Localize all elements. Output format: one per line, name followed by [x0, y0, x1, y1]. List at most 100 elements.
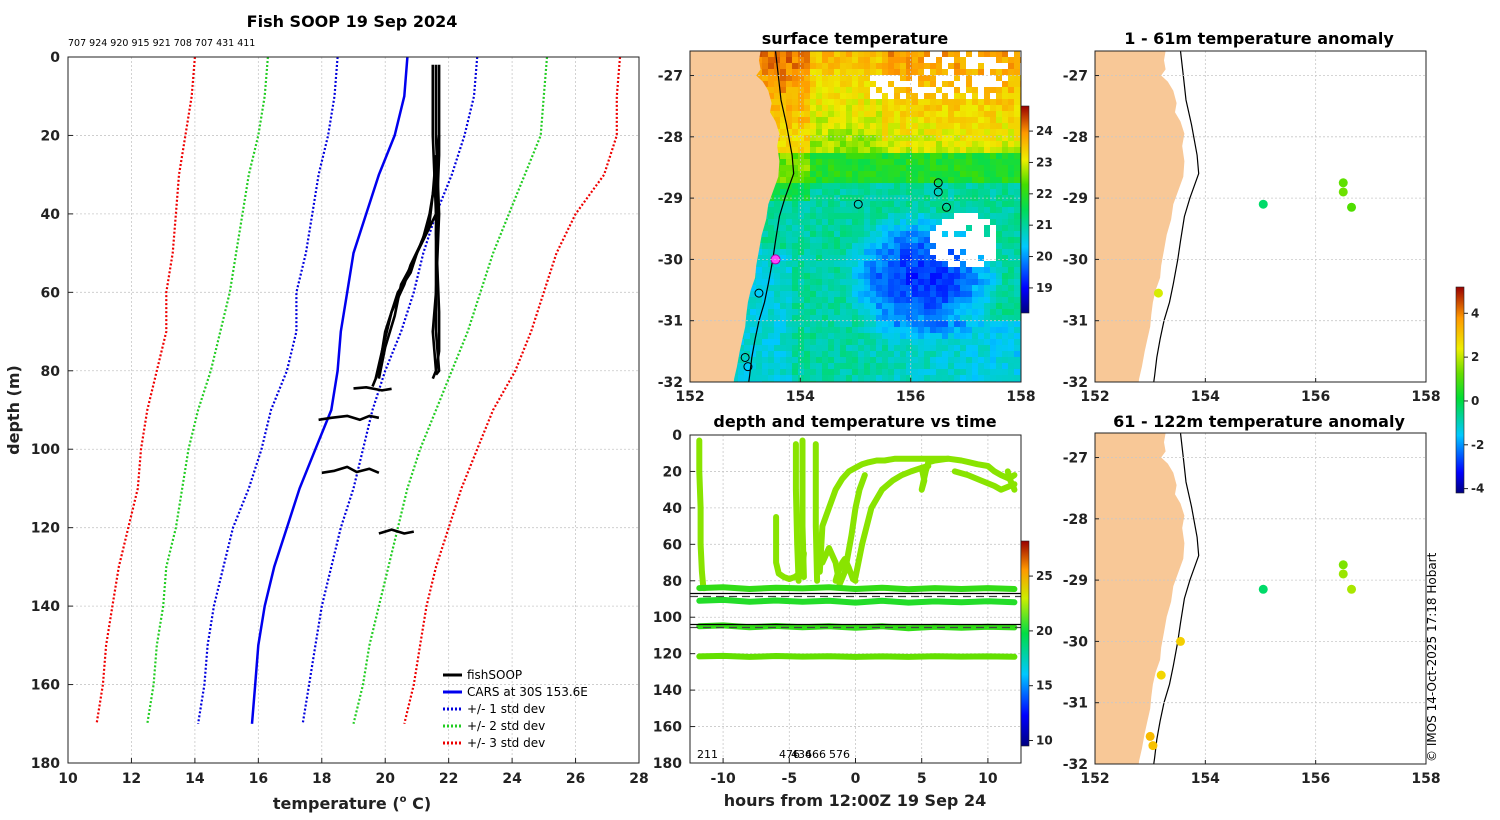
sst-pixel: [894, 75, 901, 82]
sst-pixel: [1002, 297, 1009, 304]
sst-pixel: [870, 195, 877, 202]
sst-pixel: [930, 321, 937, 328]
sst-pixel: [882, 243, 889, 250]
sst-pixel: [846, 177, 853, 184]
sst-pixel: [996, 153, 1003, 160]
sst-pixel: [1008, 105, 1015, 112]
sst-pixel: [1014, 111, 1021, 118]
profile-line--2-std: [352, 56, 549, 725]
sst-pixel: [864, 357, 871, 364]
sst-pixel: [1008, 345, 1015, 352]
sst-pixel: [1002, 315, 1009, 322]
sst-pixel: [918, 141, 925, 148]
sst-pixel: [768, 93, 775, 100]
sst-pixel: [1008, 189, 1015, 196]
sst-pixel: [846, 75, 853, 82]
sst-pixel: [756, 273, 763, 280]
sst-pixel: [810, 135, 817, 142]
sst-pixel: [822, 369, 829, 376]
sst-pixel: [816, 141, 823, 148]
sst-pixel: [774, 105, 781, 112]
sst-pixel: [948, 225, 955, 232]
sst-pixel: [828, 279, 835, 286]
sst-pixel: [894, 261, 901, 268]
sst-pixel: [846, 129, 853, 136]
sst-pixel: [978, 261, 985, 268]
sst-pixel: [822, 135, 829, 142]
sst-pixel: [996, 57, 1003, 64]
sst-pixel: [846, 231, 853, 238]
sst-pixel: [972, 345, 979, 352]
sst-pixel: [804, 225, 811, 232]
sst-pixel: [828, 261, 835, 268]
sst-pixel: [900, 231, 907, 238]
sst-pixel: [816, 273, 823, 280]
sst-pixel: [1014, 279, 1021, 286]
profile-xtick-label: 16: [249, 771, 268, 787]
sst-pixel: [780, 327, 787, 334]
sst-pixel: [864, 153, 871, 160]
sst-pixel: [852, 165, 859, 172]
sst-pixel: [876, 165, 883, 172]
sst-pixel: [786, 345, 793, 352]
sst-pixel: [918, 63, 925, 70]
sst-pixel: [810, 327, 817, 334]
sst-pixel: [996, 177, 1003, 184]
profile-xtick-label: 14: [185, 771, 205, 787]
sst-pixel: [930, 225, 937, 232]
anomaly-colorbar-label: 2: [1471, 350, 1479, 364]
sst-pixel: [954, 183, 961, 190]
sst-pixel: [888, 165, 895, 172]
sst-pixel: [780, 351, 787, 358]
sst-pixel: [918, 285, 925, 292]
anomaly-deep-ytick-label: -27: [1063, 451, 1088, 467]
sst-pixel: [990, 309, 997, 316]
profile-id-labels: 707 924 920 915 921 708 707 431 411: [68, 38, 255, 49]
sst-pixel: [834, 315, 841, 322]
sst-pixel: [972, 141, 979, 148]
sst-pixel: [918, 237, 925, 244]
sst-pixel: [840, 147, 847, 154]
sst-pixel: [918, 321, 925, 328]
sst-pixel: [834, 207, 841, 214]
sst-pixel: [894, 369, 901, 376]
sst-pixel: [882, 201, 889, 208]
sst-pixel: [978, 117, 985, 124]
sst-pixel: [804, 309, 811, 316]
sst-pixel: [1008, 273, 1015, 280]
sst-pixel: [972, 309, 979, 316]
sst-pixel: [888, 135, 895, 142]
time-depth-track: [812, 441, 821, 584]
sst-pixel: [804, 279, 811, 286]
sst-pixel: [906, 207, 913, 214]
sst-pixel: [888, 261, 895, 268]
sst-pixel: [828, 351, 835, 358]
sst-pixel: [942, 63, 949, 70]
sst-pixel: [1008, 93, 1015, 100]
sst-pixel: [990, 51, 997, 58]
sst-pixel: [888, 207, 895, 214]
sst-pixel: [966, 363, 973, 370]
sst-pixel: [990, 159, 997, 166]
sst-pixel: [798, 117, 805, 124]
sst-pixel: [900, 99, 907, 106]
sst-pixel: [846, 357, 853, 364]
sst-pixel: [942, 357, 949, 364]
sst-pixel: [948, 351, 955, 358]
sst-pixel: [900, 105, 907, 112]
sst-pixel: [780, 87, 787, 94]
sst-pixel: [996, 237, 1003, 244]
sst-pixel: [1002, 189, 1009, 196]
sst-pixel: [930, 303, 937, 310]
sst-pixel: [792, 111, 799, 118]
sst-pixel: [1008, 261, 1015, 268]
sst-pixel: [960, 147, 967, 154]
sst-pixel: [960, 189, 967, 196]
sst-pixel: [852, 129, 859, 136]
sst-pixel: [852, 297, 859, 304]
sst-pixel: [906, 75, 913, 82]
sst-pixel: [810, 315, 817, 322]
sst-pixel: [948, 249, 955, 256]
sst-pixel: [774, 99, 781, 106]
sst-pixel: [984, 351, 991, 358]
